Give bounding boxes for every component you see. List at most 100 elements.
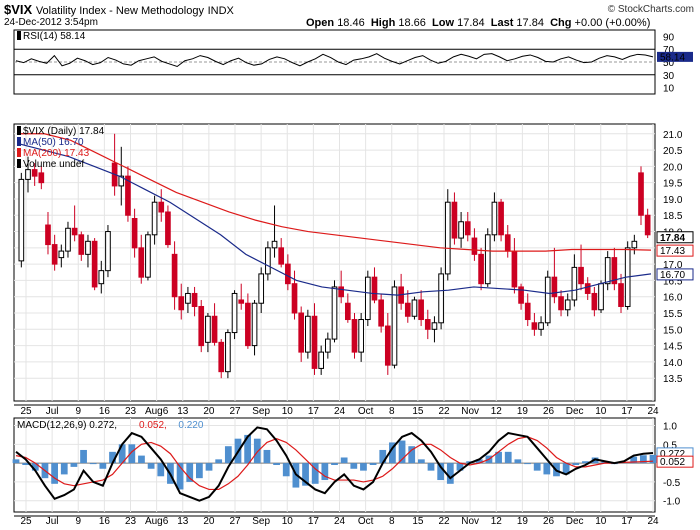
macd-tag-label: 0.272 [660, 449, 685, 460]
candle-body [231, 292, 238, 334]
macd-histogram-bar [582, 461, 589, 464]
candle-body [344, 302, 351, 321]
candle-body [484, 234, 491, 285]
macd-histogram-bar [475, 459, 483, 464]
macd-histogram-bar [205, 463, 213, 471]
rsi-last-value: 58.14 [660, 52, 685, 63]
chart-datetime: 24-Dec-2012 3:54pm [4, 17, 98, 28]
x-tick-label: Jul [46, 406, 59, 417]
x-tick-label: Dec [566, 406, 584, 417]
macd-y-tick-label: 1.0 [663, 422, 677, 433]
candle-body [524, 302, 531, 321]
candle-body [598, 283, 604, 311]
x-tick-label: 16 [99, 516, 111, 527]
candle-body [491, 201, 498, 236]
candle-body [18, 178, 25, 262]
macd-histogram-bar [253, 438, 261, 464]
candle-body [191, 292, 198, 307]
price-y-tick-label: 15.5 [663, 309, 683, 320]
x-tick-label: Dec [566, 516, 584, 527]
candle-body [145, 234, 151, 278]
x-tick-label: 24 [647, 406, 659, 417]
candle-body [311, 315, 318, 369]
candle-body [318, 351, 325, 369]
candle-body [71, 227, 78, 236]
x-tick-label: Sep [252, 406, 270, 417]
macd-signal-line [15, 436, 654, 491]
legend-swatch [17, 159, 21, 168]
macd-histogram-bar [22, 463, 30, 465]
x-tick-label: 15 [412, 406, 424, 417]
rsi-last-tag [657, 51, 693, 62]
candle-body [444, 201, 451, 275]
candle-body [544, 276, 551, 324]
x-tick-label: 25 [20, 516, 32, 527]
price-y-tick-label: 17.0 [663, 260, 683, 271]
ma50-line [17, 142, 652, 296]
candle-body [564, 299, 571, 311]
candle-body [291, 283, 298, 314]
candle-body [424, 319, 431, 330]
price-legend-item: Volume undef [23, 159, 84, 170]
macd-histogram-bar [562, 463, 570, 475]
price-tag [656, 244, 694, 257]
candle-body [618, 283, 624, 307]
macd-histogram-bar [437, 463, 445, 481]
candle-body [118, 175, 125, 187]
price-y-tick-label: 18.5 [663, 211, 683, 222]
candle-body [131, 218, 138, 249]
price-y-tick-label: 14.5 [663, 342, 683, 353]
price-legend-item: MA(50) 16.70 [23, 137, 84, 148]
macd-histogram-bar [649, 454, 657, 464]
candle-body [325, 338, 331, 353]
macd-histogram-bar [282, 463, 290, 477]
price-legend-item: MA(200) 17.43 [23, 148, 90, 159]
candle-body [165, 211, 171, 246]
macd-histogram-bar [398, 440, 406, 464]
macd-histogram-bar [60, 463, 68, 475]
candle-body [178, 296, 185, 311]
macd-histogram-bar [89, 463, 97, 465]
candle-body [371, 276, 378, 301]
candle-body [404, 302, 411, 317]
x-tick-label: 10 [595, 406, 607, 417]
x-tick-label: 20 [203, 516, 215, 527]
macd-histogram-bar [360, 463, 367, 471]
macd-histogram-bar [639, 455, 647, 464]
x-tick-label: 17 [621, 516, 633, 527]
price-y-tick-label: 20.0 [663, 162, 683, 173]
macd-histogram-bar [369, 463, 377, 465]
rsi-y-tick-label: 30 [663, 71, 675, 82]
candle-body [358, 319, 364, 353]
x-tick-label: 23 [125, 516, 137, 527]
price-y-tick-label: 19.5 [663, 179, 683, 190]
candle-body [391, 286, 398, 366]
candle-body [245, 302, 251, 347]
x-tick-label: 22 [438, 406, 450, 417]
price-y-tick-label: 19.0 [663, 195, 683, 206]
x-tick-label: 27 [229, 516, 241, 527]
macd-histogram-bar [504, 451, 512, 464]
candle-body [378, 299, 384, 327]
candle-body [98, 270, 105, 285]
candle-body [451, 201, 458, 239]
candle-body [91, 240, 98, 288]
x-tick-label: 9 [75, 516, 81, 527]
x-tick-label: 24 [334, 516, 346, 527]
candle-body [604, 257, 611, 285]
candle-body [431, 322, 438, 330]
macd-histogram-bar [224, 446, 232, 464]
macd-histogram-bar [128, 444, 136, 464]
candle-body [65, 227, 71, 252]
candle-body [31, 169, 38, 177]
price-tag-label: 16.70 [660, 270, 685, 281]
x-tick-label: Oct [358, 516, 374, 527]
x-tick-label: Jul [46, 516, 59, 527]
candle-body [251, 302, 258, 347]
chart-title: $VIX Volatility Index - New Methodology … [4, 2, 234, 17]
candle-body [258, 273, 265, 304]
candle-body [351, 319, 358, 353]
quote-bar: Open 18.46 High 18.66 Low 17.84 Last 17.… [306, 17, 651, 29]
x-tick-label: 25 [20, 406, 32, 417]
